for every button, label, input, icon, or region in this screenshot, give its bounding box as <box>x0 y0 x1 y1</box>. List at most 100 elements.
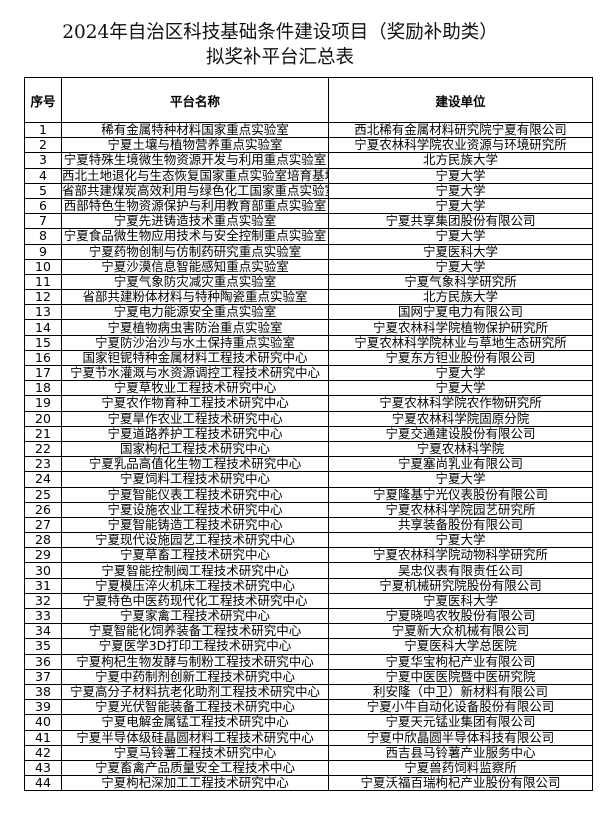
cell-construction-unit: 利安隆（中卫）新材料有限公司 <box>328 683 593 701</box>
cell-construction-unit: 宁夏天元锰业集团有限公司 <box>328 714 593 731</box>
cell-platform-name: 宁夏智能仪表工程技术研究中心 <box>61 486 329 503</box>
table-row: 23 宁夏乳品高值化生物工程技术研究中心 宁夏塞尚乳业有限公司 <box>24 456 593 473</box>
cell-serial-number: 14 <box>24 319 62 336</box>
cell-construction-unit: 宁夏大学 <box>328 532 593 549</box>
cell-construction-unit: 宁夏农林科学院农业资源与环境研究所 <box>328 137 593 154</box>
table-row: 33 宁夏家禽工程技术研究中心 宁夏晓鸣农牧股份有限公司 <box>24 607 593 625</box>
cell-serial-number: 42 <box>24 744 62 761</box>
cell-serial-number: 5 <box>24 182 62 199</box>
cell-serial-number: 44 <box>24 775 62 792</box>
table-row: 6 西部特色生物资源保护与利用教育部重点实验室 宁夏大学 <box>24 197 593 215</box>
cell-construction-unit: 宁夏农林科学院农作物研究所 <box>328 395 593 412</box>
cell-construction-unit: 宁夏塞尚乳业有限公司 <box>328 456 593 473</box>
cell-platform-name: 宁夏农作物育种工程技术研究中心 <box>61 395 329 412</box>
table-row: 1 稀有金属特种材料国家重点实验室 西北稀有金属材料研究院宁夏有限公司 <box>24 121 593 139</box>
table-row: 28 宁夏现代设施园艺工程技术研究中心 宁夏大学 <box>24 532 593 549</box>
cell-construction-unit: 宁夏医科大学 <box>328 243 593 260</box>
cell-construction-unit: 吴忠仪表有限责任公司 <box>328 562 593 579</box>
cell-platform-name: 西北土地退化与生态恢复国家重点实验室培育基地 <box>61 167 329 184</box>
table-row: 20 宁夏旱作农业工程技术研究中心 宁夏农林科学院固原分院 <box>24 410 593 427</box>
cell-platform-name: 宁夏旱作农业工程技术研究中心 <box>61 410 329 427</box>
cell-construction-unit: 宁夏农林科学院 <box>328 440 593 458</box>
cell-platform-name: 省部共建煤炭高效利用与绿色化工国家重点实验室 <box>61 182 329 199</box>
table-row: 5 省部共建煤炭高效利用与绿色化工国家重点实验室 宁夏大学 <box>24 182 593 199</box>
cell-construction-unit: 宁夏农林科学院动物科学研究所 <box>328 547 593 564</box>
cell-platform-name: 宁夏植物病虫害防治重点实验室 <box>61 319 329 336</box>
cell-construction-unit: 宁夏农林科学院园艺研究所 <box>328 501 593 518</box>
cell-serial-number: 32 <box>24 592 62 610</box>
cell-construction-unit: 西北稀有金属材料研究院宁夏有限公司 <box>328 121 593 139</box>
cell-serial-number: 39 <box>24 699 62 716</box>
table-row: 16 国家钽铌特种金属材料工程技术研究中心 宁夏东方钽业股份有限公司 <box>24 349 593 367</box>
cell-construction-unit: 宁夏大学 <box>328 364 593 382</box>
cell-serial-number: 4 <box>24 167 62 184</box>
table-row: 3 宁夏特殊生境微生物资源开发与利用重点实验室 北方民族大学 <box>24 152 593 169</box>
cell-construction-unit: 宁夏新大众机械有限公司 <box>328 623 593 640</box>
cell-platform-name: 宁夏光伏智能装备工程技术研究中心 <box>61 699 329 716</box>
table-row: 34 宁夏智能化饲养装备工程技术研究中心 宁夏新大众机械有限公司 <box>24 623 593 640</box>
cell-platform-name: 宁夏药物创制与仿制药研究重点实验室 <box>61 243 329 260</box>
cell-platform-name: 宁夏节水灌溉与水资源调控工程技术研究中心 <box>61 364 329 382</box>
cell-platform-name: 宁夏气象防灾减灾重点实验室 <box>61 273 329 291</box>
cell-platform-name: 宁夏食品微生物应用技术与安全控制重点实验室 <box>61 228 329 245</box>
cell-construction-unit: 宁夏大学 <box>328 471 593 488</box>
document-title: 2024年自治区科技基础条件建设项目（奖励补助类） 拟奖补平台汇总表 <box>0 20 560 70</box>
table-row: 17 宁夏节水灌溉与水资源调控工程技术研究中心 宁夏大学 <box>24 364 593 382</box>
cell-construction-unit: 宁夏大学 <box>328 380 593 397</box>
cell-serial-number: 16 <box>24 349 62 367</box>
cell-platform-name: 宁夏现代设施园艺工程技术研究中心 <box>61 532 329 549</box>
cell-platform-name: 省部共建粉体材料与特种陶瓷重点实验室 <box>61 289 329 306</box>
cell-serial-number: 27 <box>24 516 62 534</box>
cell-serial-number: 13 <box>24 304 62 321</box>
cell-serial-number: 36 <box>24 653 62 670</box>
cell-serial-number: 41 <box>24 729 62 746</box>
cell-serial-number: 30 <box>24 562 62 579</box>
table-row: 41 宁夏半导体级硅晶圆材料工程技术研究中心 宁夏中欣晶圆半导体科技有限公司 <box>24 729 593 746</box>
cell-platform-name: 宁夏沙漠信息智能感知重点实验室 <box>61 258 329 275</box>
table-row: 42 宁夏马铃薯工程技术研究中心 西吉县马铃薯产业服务中心 <box>24 744 593 761</box>
table-row: 44 宁夏枸杞深加工工程技术研究中心 宁夏沃福百瑞枸杞产业股份有限公司 <box>24 775 593 792</box>
table-row: 13 宁夏电力能源安全重点实验室 国网宁夏电力有限公司 <box>24 304 593 321</box>
table-row: 14 宁夏植物病虫害防治重点实验室 宁夏农林科学院植物保护研究所 <box>24 319 593 336</box>
cell-construction-unit: 共享装备股份有限公司 <box>328 516 593 534</box>
cell-platform-name: 西部特色生物资源保护与利用教育部重点实验室 <box>61 197 329 215</box>
cell-construction-unit: 国网宁夏电力有限公司 <box>328 304 593 321</box>
table-row: 21 宁夏道路养护工程技术研究中心 宁夏交通建设股份有限公司 <box>24 425 593 442</box>
cell-construction-unit: 宁夏大学 <box>328 167 593 184</box>
cell-construction-unit: 宁夏大学 <box>328 182 593 199</box>
table-row: 40 宁夏电解金属锰工程技术研究中心 宁夏天元锰业集团有限公司 <box>24 714 593 731</box>
cell-construction-unit: 宁夏共享集团股份有限公司 <box>328 213 593 230</box>
cell-platform-name: 宁夏特色中医药现代化工程技术研究中心 <box>61 592 329 610</box>
cell-platform-name: 宁夏中药制剂创新工程技术研究中心 <box>61 668 329 685</box>
cell-serial-number: 2 <box>24 137 62 154</box>
cell-platform-name: 宁夏医学3D打印工程技术研究中心 <box>61 638 329 655</box>
cell-serial-number: 23 <box>24 456 62 473</box>
title-line-2: 拟奖补平台汇总表 <box>205 47 354 68</box>
table-row: 32 宁夏特色中医药现代化工程技术研究中心 宁夏医科大学 <box>24 592 593 610</box>
cell-platform-name: 宁夏枸杞生物发酵与制粉工程技术研究中心 <box>61 653 329 670</box>
table-row: 36 宁夏枸杞生物发酵与制粉工程技术研究中心 宁夏华宝枸杞产业有限公司 <box>24 653 593 670</box>
header-platform-name: 平台名称 <box>61 77 329 123</box>
cell-construction-unit: 宁夏中医医院暨中医研究院 <box>328 668 593 685</box>
cell-serial-number: 10 <box>24 258 62 275</box>
table-row: 11 宁夏气象防灾减灾重点实验室 宁夏气象科学研究所 <box>24 273 593 291</box>
cell-platform-name: 稀有金属特种材料国家重点实验室 <box>61 121 329 139</box>
cell-platform-name: 宁夏设施农业工程技术研究中心 <box>61 501 329 518</box>
cell-platform-name: 宁夏草牧业工程技术研究中心 <box>61 380 329 397</box>
table-row: 2 宁夏土壤与植物营养重点实验室 宁夏农林科学院农业资源与环境研究所 <box>24 137 593 154</box>
cell-serial-number: 6 <box>24 197 62 215</box>
platform-table: 序号 平台名称 建设单位 1 稀有金属特种材料国家重点实验室 西北稀有金属材料研究院… <box>24 77 593 792</box>
table-row: 29 宁夏草畜工程技术研究中心 宁夏农林科学院动物科学研究所 <box>24 547 593 564</box>
table-row: 39 宁夏光伏智能装备工程技术研究中心 宁夏小牛自动化设备股份有限公司 <box>24 699 593 716</box>
cell-construction-unit: 宁夏华宝枸杞产业有限公司 <box>328 653 593 670</box>
cell-serial-number: 21 <box>24 425 62 442</box>
cell-construction-unit: 宁夏大学 <box>328 197 593 215</box>
cell-platform-name: 国家枸杞工程技术研究中心 <box>61 440 329 458</box>
cell-serial-number: 34 <box>24 623 62 640</box>
cell-construction-unit: 宁夏医科大学总医院 <box>328 638 593 655</box>
cell-serial-number: 18 <box>24 380 62 397</box>
cell-serial-number: 26 <box>24 501 62 518</box>
table-row: 38 宁夏高分子材料抗老化助剂工程技术研究中心 利安隆（中卫）新材料有限公司 <box>24 683 593 701</box>
cell-platform-name: 宁夏先进铸造技术重点实验室 <box>61 213 329 230</box>
table-row: 9 宁夏药物创制与仿制药研究重点实验室 宁夏医科大学 <box>24 243 593 260</box>
